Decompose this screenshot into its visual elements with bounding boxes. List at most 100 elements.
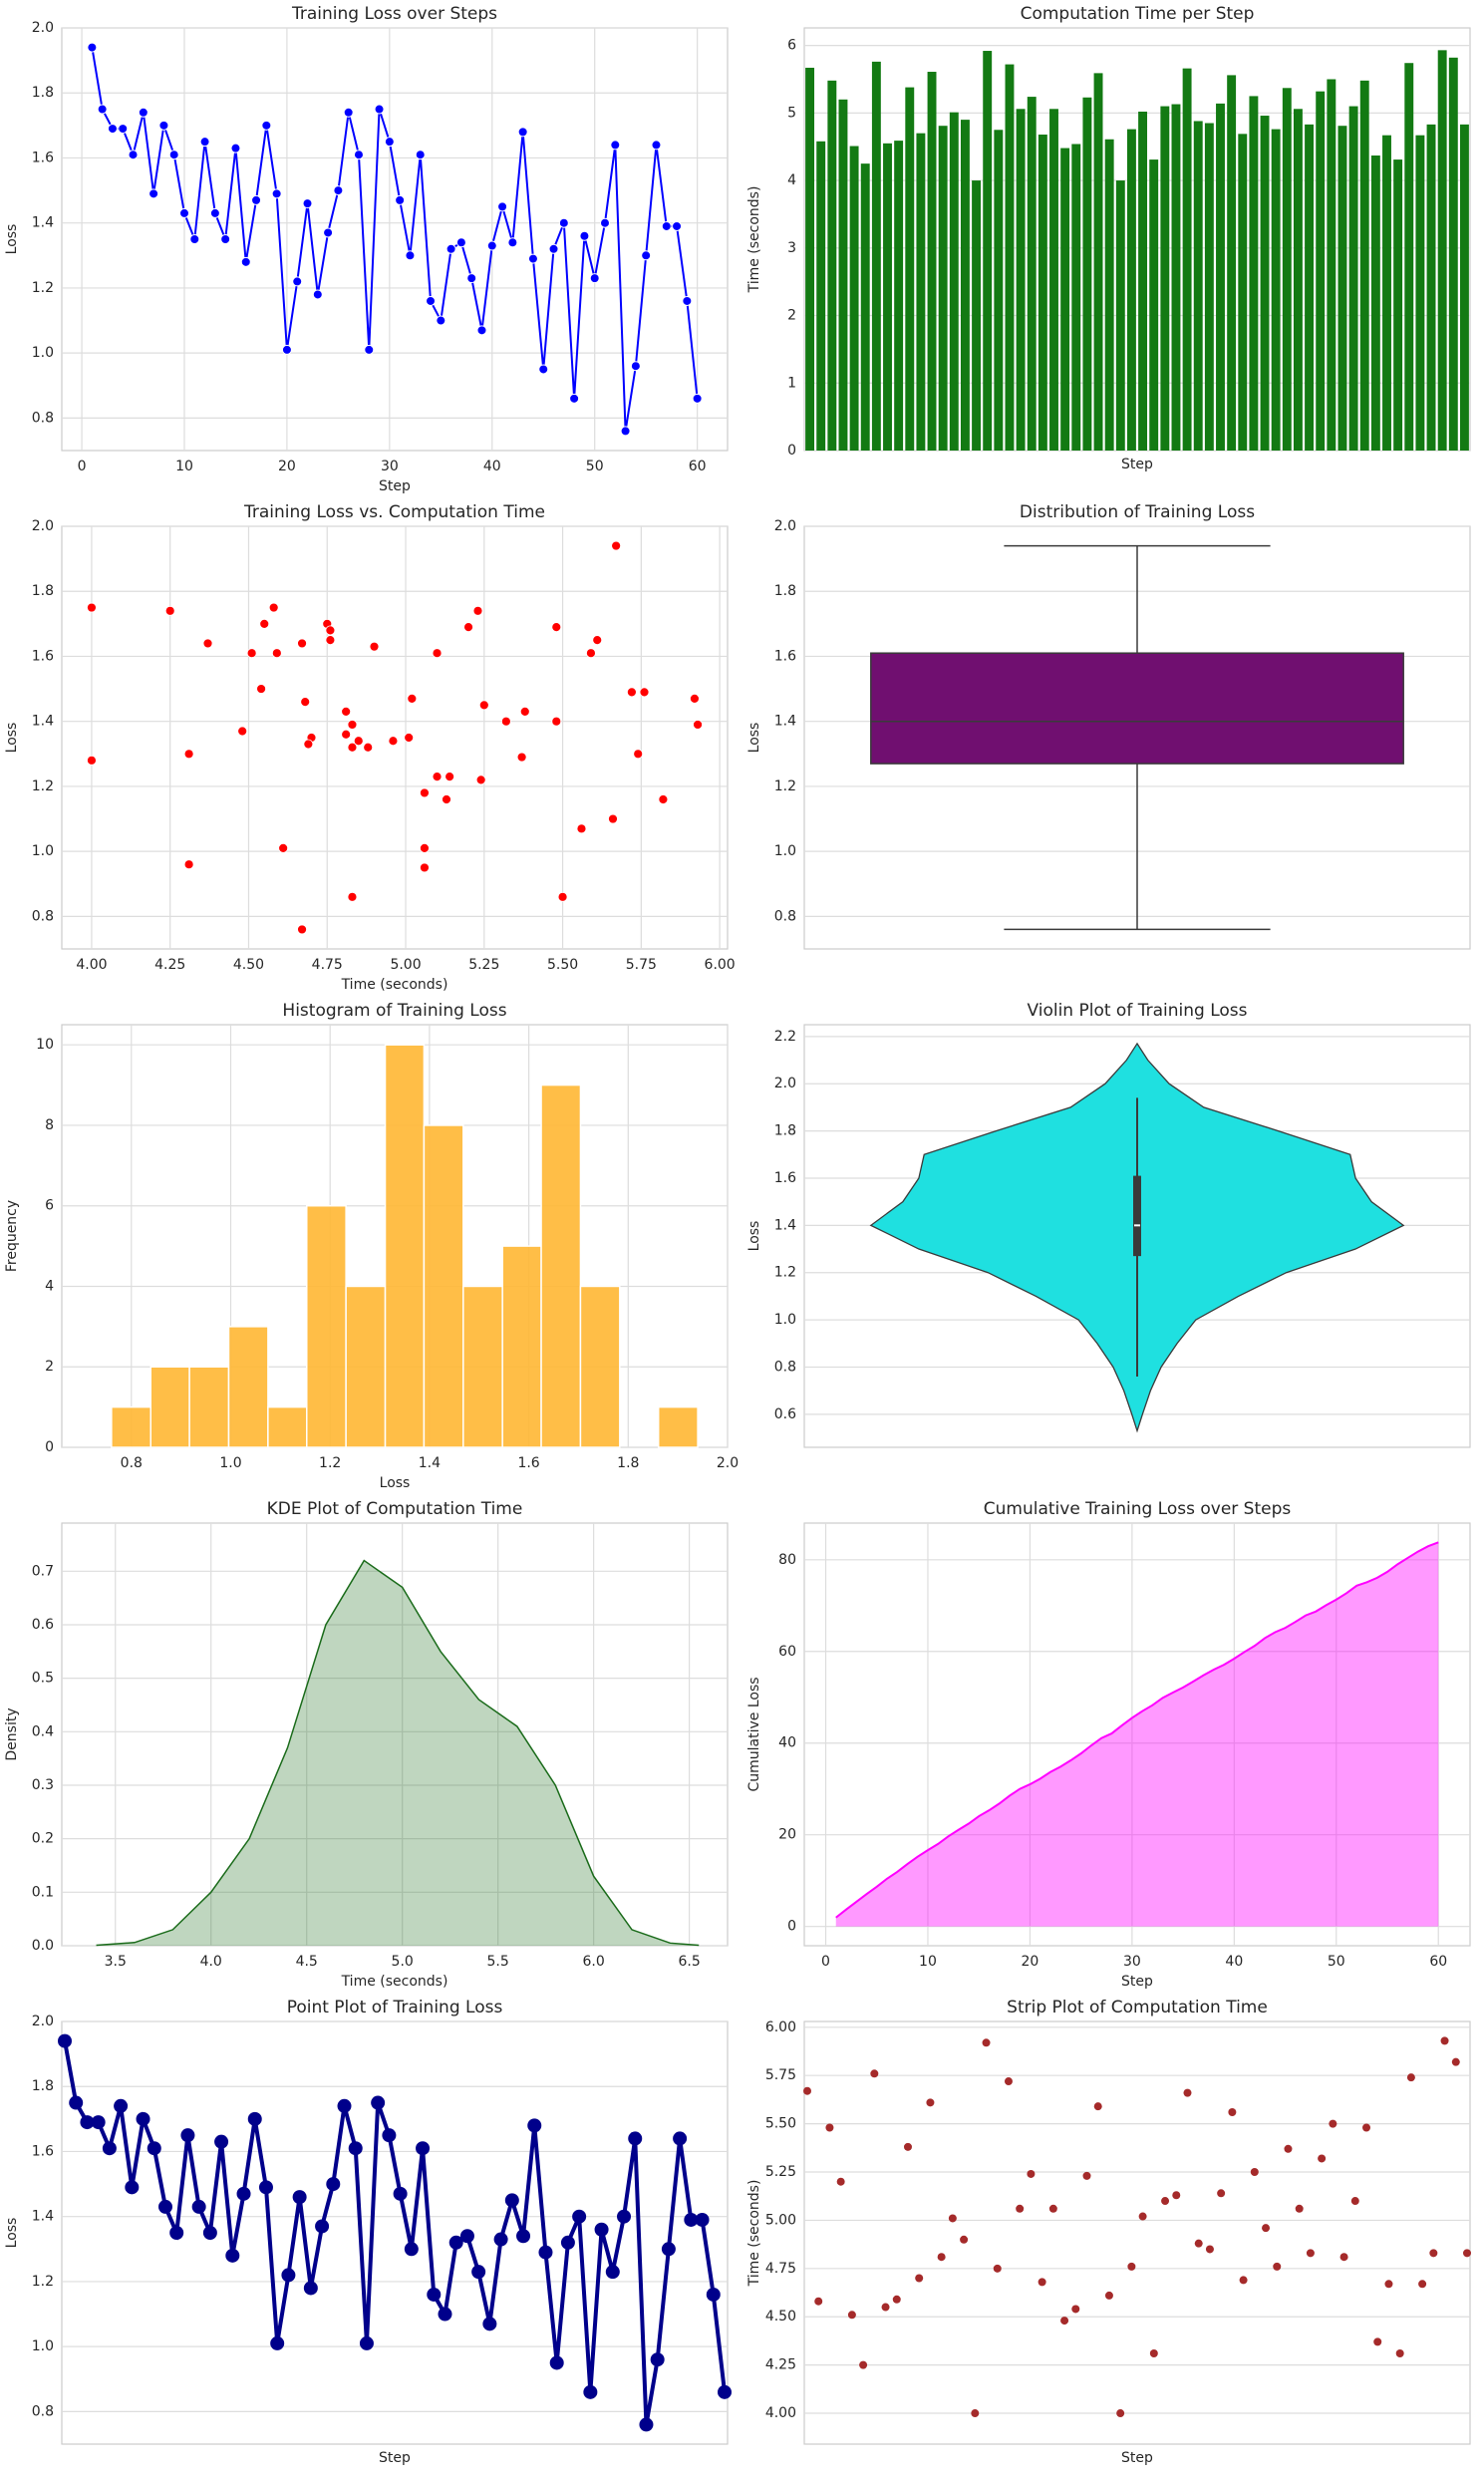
point [1172, 2191, 1181, 2200]
y-tick-label: 2.0 [32, 2014, 54, 2029]
point [507, 237, 518, 248]
y-tick-label: 1.8 [32, 2078, 54, 2094]
point [493, 2232, 508, 2247]
point [420, 862, 430, 873]
point [432, 772, 443, 782]
point [404, 2242, 419, 2257]
point [1016, 2204, 1025, 2213]
x-tick-label: 1.8 [617, 1455, 639, 1471]
bar [1216, 103, 1225, 451]
point [982, 2038, 991, 2047]
y-tick-label: 0 [787, 1919, 796, 1935]
bar [1149, 159, 1159, 452]
plot-area [803, 27, 1471, 452]
point [114, 2098, 129, 2113]
point [341, 729, 352, 740]
point [600, 217, 611, 228]
y-tick-label: 0 [45, 1439, 54, 1455]
y-tick-label: 4.50 [765, 2309, 796, 2325]
point [504, 2193, 519, 2208]
x-tick-label: 6.0 [582, 1954, 604, 1970]
point [347, 720, 358, 730]
point [1060, 2317, 1069, 2326]
point [297, 924, 307, 935]
y-tick-label: 2 [45, 1359, 54, 1375]
bar [1305, 124, 1315, 451]
point [633, 749, 644, 760]
bar [883, 143, 892, 451]
y-tick-label: 0.7 [32, 1563, 54, 1579]
x-tick-label: 1.0 [219, 1455, 241, 1471]
point [706, 2287, 721, 2302]
bar [916, 133, 926, 451]
y-tick-label: 1.0 [774, 843, 796, 859]
point [517, 127, 528, 138]
x-axis-label: Loss [380, 1475, 411, 1491]
bar [949, 112, 959, 451]
bar [860, 163, 870, 452]
x-axis-label: Step [379, 2450, 411, 2466]
x-tick-label: 10 [175, 459, 193, 474]
point [847, 2311, 856, 2320]
y-axis-label: Density [4, 1707, 20, 1760]
y-tick-label: 4 [45, 1278, 54, 1294]
panel: 0.8 1.0 1.2 1.4 1.6 1.8 2.0 4.00 4.25 4.50 4.75 5.0… [4, 502, 736, 993]
point [220, 234, 231, 244]
point [628, 2131, 643, 2146]
point [405, 250, 416, 261]
point [202, 2226, 217, 2240]
point [1262, 2224, 1271, 2233]
bar [871, 61, 881, 451]
point [261, 120, 272, 131]
bar [1327, 79, 1336, 451]
point [347, 742, 358, 753]
point [1273, 2262, 1282, 2271]
cumulative-line [835, 1541, 1439, 1919]
point [246, 648, 257, 659]
point [426, 295, 437, 306]
x-tick-label: 5.5 [487, 1954, 509, 1970]
bar [540, 1084, 582, 1448]
y-tick-label: 40 [778, 1735, 796, 1751]
y-tick-label: 10 [36, 1037, 54, 1053]
y-tick-label: 1.6 [32, 150, 54, 165]
panel: 0.6 0.8 1.0 1.2 1.4 1.6 1.8 2.0 2.2 Violin Plot o… [746, 1001, 1471, 1448]
point [415, 150, 426, 160]
x-tick-label: 6.5 [678, 1954, 700, 1970]
point [91, 2115, 106, 2130]
plot-area [61, 2020, 729, 2445]
y-axis-label: Time (seconds) [746, 2180, 762, 2288]
y-tick-label: 6 [45, 1198, 54, 1214]
bar [345, 1285, 387, 1448]
y-tick-label: 1.2 [774, 778, 796, 794]
chart-title: Violin Plot of Training Loss [1027, 1001, 1247, 1021]
kde-area [96, 1560, 700, 1946]
y-tick-label: 4.75 [765, 2261, 796, 2277]
point [1004, 2077, 1013, 2086]
point [369, 641, 380, 652]
bar [1071, 144, 1081, 451]
y-axis-label: Loss [4, 723, 20, 754]
y-tick-label: 1.6 [32, 648, 54, 664]
bar [1382, 135, 1391, 451]
point [695, 2212, 710, 2227]
y-tick-label: 1.6 [32, 2143, 54, 2159]
bar [1249, 96, 1259, 452]
y-tick-label: 0.8 [32, 2403, 54, 2419]
point [237, 726, 248, 737]
point [1239, 2276, 1248, 2285]
point [87, 42, 98, 53]
point [225, 2248, 240, 2263]
y-tick-label: 5 [787, 105, 796, 121]
point [1362, 2123, 1371, 2132]
bar [838, 99, 848, 451]
point [258, 2180, 273, 2195]
point [432, 648, 443, 659]
bar [983, 51, 993, 452]
point [500, 716, 511, 727]
point [343, 107, 354, 118]
point [572, 2209, 587, 2224]
point [191, 2199, 206, 2214]
point [1082, 2171, 1091, 2180]
point [1104, 2291, 1113, 2300]
